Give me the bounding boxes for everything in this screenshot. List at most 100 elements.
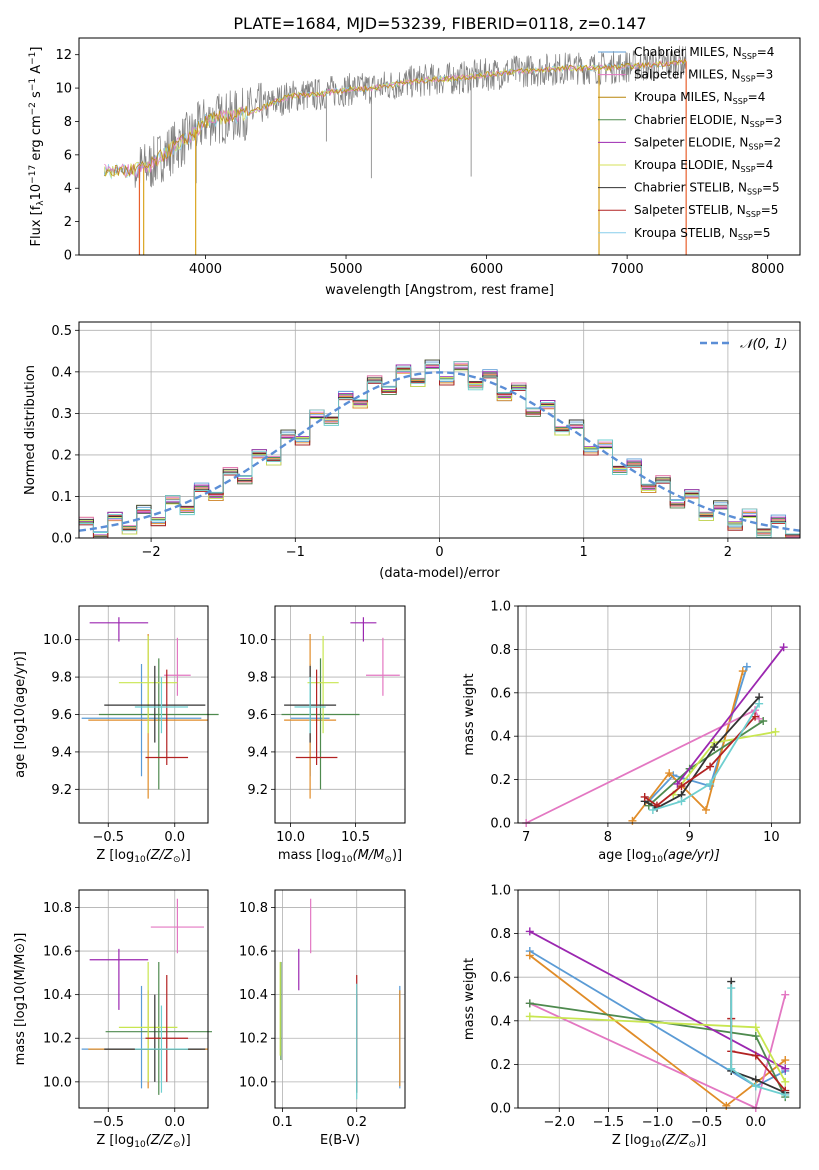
x-axis-label-part: )] xyxy=(696,1133,706,1148)
x-axis-label-part: 10 xyxy=(341,855,353,865)
legend-entry: Chabrier ELODIE, NSSP=3 xyxy=(634,113,782,129)
axes-frame xyxy=(78,605,209,824)
x-tick-label: 0.0 xyxy=(745,1115,766,1130)
x-tick-label: 0.1 xyxy=(272,1115,293,1130)
x-tick-label: −2.0 xyxy=(543,1115,575,1130)
y-tick-label: 2 xyxy=(64,215,72,230)
y-tick-label: 0.2 xyxy=(490,1058,511,1073)
mass-weight-marker xyxy=(781,1064,790,1073)
y-tick-label: 10.0 xyxy=(43,1075,72,1090)
axes-frame xyxy=(274,889,406,1109)
y-tick-label: 9.4 xyxy=(51,745,72,760)
y-tick-label: 6 xyxy=(64,148,72,163)
x-tick-label: −2 xyxy=(142,545,161,560)
x-axis-label-part: (age/yr)] xyxy=(663,848,720,863)
y-axis-label: Normed distribution xyxy=(23,365,38,495)
legend-entry: Salpeter STELIB, NSSP=5 xyxy=(634,203,778,219)
mass-weight-marker xyxy=(755,714,764,723)
x-axis-label: mass [log10(M/M⊙)] xyxy=(278,848,402,865)
mass-weight-series xyxy=(676,646,785,785)
x-tick-label: 9 xyxy=(686,830,694,845)
mass-weight-marker xyxy=(751,712,760,721)
y-tick-label: 9.4 xyxy=(247,745,268,760)
y-tick-label: 0.1 xyxy=(51,490,72,505)
x-axis-label-part: ⊙ xyxy=(173,1140,181,1150)
data-spectrum xyxy=(103,45,687,188)
x-axis-label-part: )] xyxy=(181,848,191,863)
y-tick-label: 0.2 xyxy=(490,773,511,788)
legend-subscript: SSP xyxy=(747,188,762,197)
x-tick-label: 2 xyxy=(724,545,732,560)
y-tick-label: 0.0 xyxy=(51,532,72,547)
x-axis-label-part: ⊙ xyxy=(384,855,392,865)
legend-suffix: =2 xyxy=(763,135,781,149)
y-tick-label: 10.0 xyxy=(43,633,72,648)
legend-suffix: =4 xyxy=(756,158,774,172)
normal-curve xyxy=(79,371,800,532)
legend-suffix: =5 xyxy=(753,226,771,240)
x-tick-label: 6000 xyxy=(470,262,503,277)
y-tick-label: 12 xyxy=(55,48,72,63)
y-tick-label: 10 xyxy=(55,82,72,97)
legend-label: Salpeter ELODIE, N xyxy=(634,135,748,149)
y-tick-label: 1.0 xyxy=(490,884,511,899)
y-axis-label-part: −17 xyxy=(28,165,38,184)
legend-entry: Chabrier MILES, NSSP=4 xyxy=(634,45,774,61)
y-axis-label-part: −2 xyxy=(28,102,38,115)
x-tick-label: 8 xyxy=(604,830,612,845)
mass-weight-series xyxy=(730,988,786,1096)
x-tick-label: 10 xyxy=(763,830,780,845)
mass-weight-series xyxy=(529,930,786,1070)
mass-weight-marker xyxy=(738,667,747,676)
panel-spectrum: 4000 5000 6000 7000 8000 0 2 4 6 8 10 12 wavelength … xyxy=(28,37,801,298)
legend-subscript: SSP xyxy=(733,97,748,106)
y-axis-label: mass weight xyxy=(462,673,477,755)
x-tick-label: −1.5 xyxy=(593,1115,625,1130)
axes-frame xyxy=(517,889,801,1109)
y-axis-label-part: A xyxy=(29,65,44,78)
legend-entry: 𝒩(0, 1) xyxy=(740,337,787,352)
x-axis-label-part: Z [log xyxy=(96,848,134,863)
legend-entry: Salpeter MILES, NSSP=3 xyxy=(634,68,773,84)
x-tick-label: −0.5 xyxy=(691,1115,723,1130)
x-tick-label: −0.5 xyxy=(92,1115,124,1130)
y-axis-label-part: Flux [f xyxy=(29,205,44,246)
y-axis-label: Flux [fλ10−17 erg cm−2 s−1 A−1] xyxy=(28,47,46,247)
mass-weight-marker xyxy=(706,762,715,771)
y-tick-label: 10.2 xyxy=(43,1032,72,1047)
panel-age-vs-mass: 10.0 10.5 9.2 9.4 9.6 9.8 10.0 mass [log10(M/M⊙… xyxy=(239,605,406,865)
y-tick-label: 0.6 xyxy=(490,971,511,986)
x-tick-label: −1.0 xyxy=(642,1115,674,1130)
y-tick-label: 0.8 xyxy=(490,643,511,658)
y-tick-label: 0.3 xyxy=(51,407,72,422)
x-tick-label: 5000 xyxy=(329,262,362,277)
axes-frame xyxy=(78,37,801,256)
y-tick-label: 9.6 xyxy=(247,708,268,723)
y-tick-label: 10.0 xyxy=(239,1075,268,1090)
y-tick-label: 8 xyxy=(64,115,72,130)
x-axis-label: (data-model)/error xyxy=(379,566,500,581)
mass-weight-marker xyxy=(751,1032,760,1041)
legend-label: Salpeter STELIB, N xyxy=(634,203,746,217)
legend-subscript: SSP xyxy=(750,120,765,129)
legend-label: Kroupa MILES, N xyxy=(634,90,733,104)
mass-weight-marker xyxy=(781,1056,790,1065)
x-tick-label: 8000 xyxy=(751,262,784,277)
x-axis-label: Z [log10(Z/Z⊙)] xyxy=(96,1133,190,1150)
x-axis-label-part: mass [log xyxy=(278,848,341,863)
axes-frame xyxy=(78,321,801,539)
x-axis-label-part: Z [log xyxy=(96,1133,134,1148)
legend-entry: Chabrier STELIB, NSSP=5 xyxy=(634,181,780,197)
y-tick-label: 9.8 xyxy=(51,671,72,686)
x-axis-label-part: ⊙ xyxy=(173,855,181,865)
mass-weight-marker xyxy=(702,805,710,814)
y-tick-label: 0.2 xyxy=(51,448,72,463)
x-axis-label: wavelength [Angstrom, rest frame] xyxy=(325,283,554,298)
mass-weight-marker xyxy=(525,951,534,960)
x-tick-label: 0.0 xyxy=(164,830,185,845)
legend-subscript: SSP xyxy=(748,142,763,151)
axes-frame xyxy=(517,605,801,824)
mass-weight-marker xyxy=(673,779,682,788)
mass-weight-marker xyxy=(525,927,534,936)
